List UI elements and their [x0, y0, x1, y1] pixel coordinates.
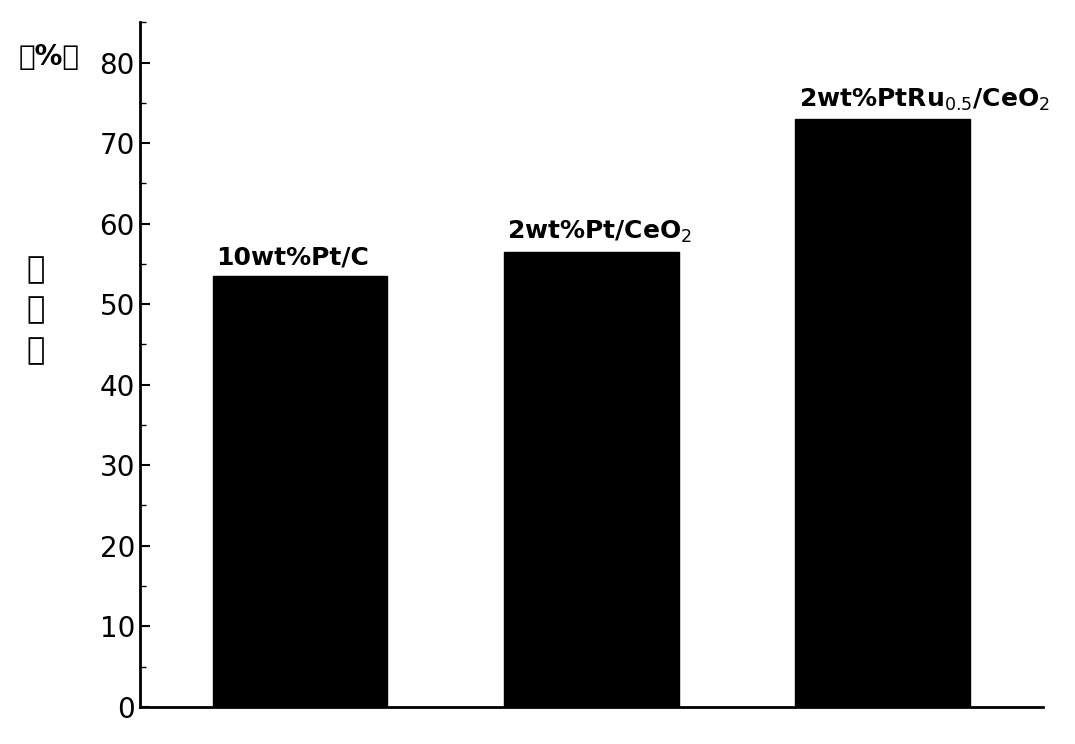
Bar — [504, 251, 678, 707]
Text: 10wt%Pt/C: 10wt%Pt/C — [216, 246, 369, 269]
Text: 柱
效
率: 柱 效 率 — [27, 254, 45, 365]
Text: （%）: （%） — [19, 43, 80, 71]
Text: 2wt%PtRu$_{0.5}$/CeO$_2$: 2wt%PtRu$_{0.5}$/CeO$_2$ — [799, 86, 1049, 112]
Bar — [213, 276, 387, 707]
Bar — [796, 119, 970, 707]
Text: 2wt%Pt/CeO$_2$: 2wt%Pt/CeO$_2$ — [507, 219, 692, 246]
